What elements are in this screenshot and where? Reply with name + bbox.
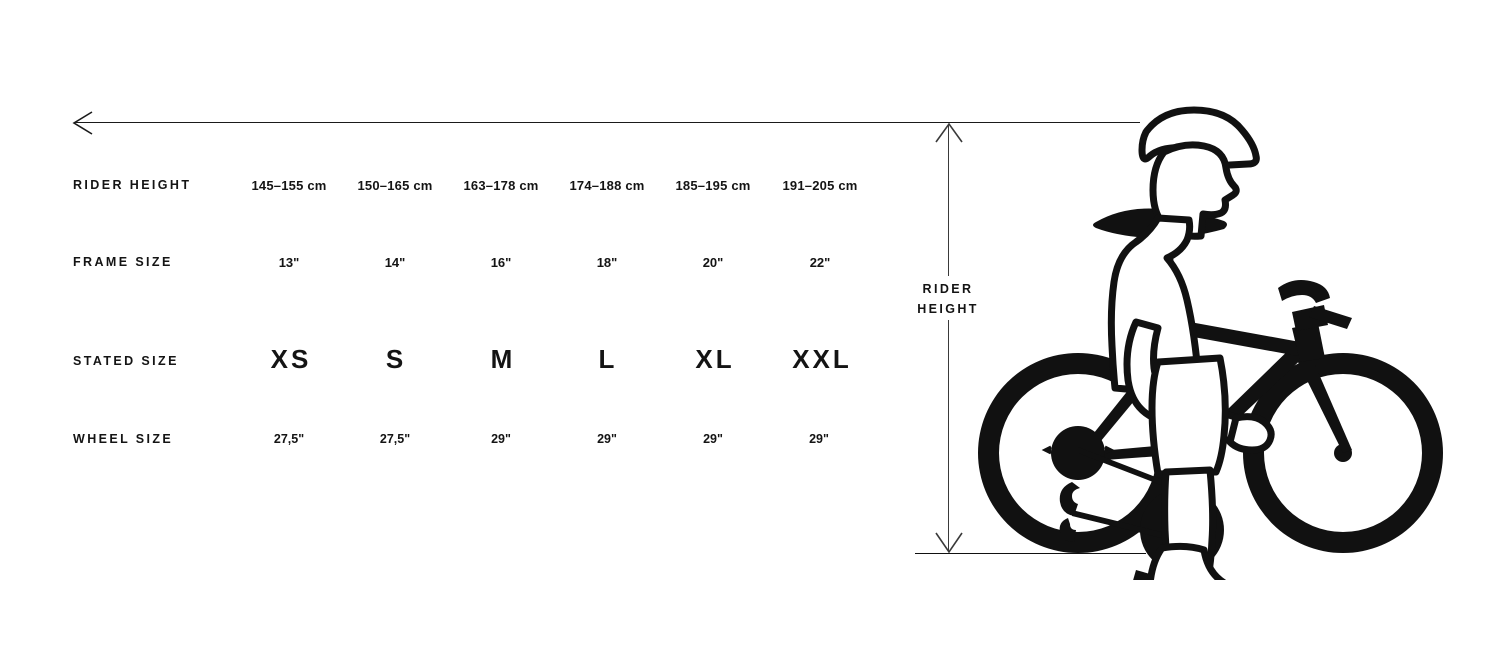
cell-stated-size-6: XXL bbox=[792, 344, 852, 374]
dimension-line-upper bbox=[948, 124, 949, 276]
cell-rider-height-4: 174–188 cm bbox=[569, 178, 645, 193]
cell-frame-size-2: 14" bbox=[384, 255, 406, 270]
cassette-teeth bbox=[1041, 445, 1115, 455]
cell-stated-size-5: XL bbox=[695, 344, 735, 374]
derailleur-pulley bbox=[1059, 518, 1076, 542]
grip bbox=[1309, 306, 1352, 329]
dimension-label-rider-height: RIDER HEIGHT bbox=[917, 279, 979, 319]
head-tube bbox=[1292, 323, 1325, 362]
cell-stated-size-2: S bbox=[385, 344, 407, 374]
top-reference-line bbox=[74, 122, 1140, 123]
hand bbox=[1226, 413, 1275, 454]
cell-wheel-size-6: 29" bbox=[809, 432, 829, 446]
up-arrowhead-icon bbox=[935, 122, 963, 143]
chain-lower bbox=[1072, 510, 1186, 544]
cell-wheel-size-4: 29" bbox=[597, 432, 617, 446]
rider-figure bbox=[1107, 106, 1275, 580]
rear-derailleur bbox=[1059, 482, 1080, 516]
dimension-label-line-1: RIDER bbox=[922, 282, 974, 296]
handlebar bbox=[1278, 280, 1330, 303]
dimension-label-line-2: HEIGHT bbox=[917, 302, 979, 316]
cell-stated-size-4: L bbox=[598, 344, 618, 374]
cell-frame-size-1: 13" bbox=[278, 255, 300, 270]
cell-frame-size-3: 16" bbox=[490, 255, 512, 270]
row-label-stated-size: STATED SIZE bbox=[73, 354, 179, 368]
cell-wheel-size-1: 27,5" bbox=[273, 432, 305, 446]
cell-stated-size-3: M bbox=[490, 344, 516, 374]
row-label-wheel-size: WHEEL SIZE bbox=[73, 432, 174, 446]
head bbox=[1149, 141, 1240, 240]
fork bbox=[1295, 351, 1352, 453]
cell-wheel-size-2: 27,5" bbox=[379, 432, 411, 446]
cell-rider-height-5: 185–195 cm bbox=[675, 178, 751, 193]
cell-rider-height-6: 191–205 cm bbox=[782, 178, 858, 193]
chain-upper bbox=[1078, 447, 1184, 494]
cell-rider-height-3: 163–178 cm bbox=[463, 178, 539, 193]
shorts bbox=[1148, 354, 1229, 478]
cell-rider-height-2: 150–165 cm bbox=[357, 178, 433, 193]
helmet bbox=[1138, 106, 1260, 170]
ground-line bbox=[915, 553, 1146, 554]
cell-wheel-size-3: 29" bbox=[491, 432, 511, 446]
cell-rider-height-1: 145–155 cm bbox=[251, 178, 327, 193]
shoe bbox=[1146, 542, 1227, 580]
left-arrowhead-icon bbox=[72, 111, 93, 135]
cell-wheel-size-5: 29" bbox=[703, 432, 723, 446]
row-label-rider-height: RIDER HEIGHT bbox=[73, 178, 192, 192]
cell-frame-size-6: 22" bbox=[809, 255, 831, 270]
row-label-frame-size: FRAME SIZE bbox=[73, 255, 173, 269]
bike-with-rider-illustration bbox=[978, 106, 1443, 580]
cell-frame-size-5: 20" bbox=[702, 255, 724, 270]
down-arrowhead-icon bbox=[935, 532, 963, 554]
cell-frame-size-4: 18" bbox=[596, 255, 618, 270]
cell-stated-size-1: XS bbox=[270, 344, 312, 374]
dimension-line-lower bbox=[948, 320, 949, 551]
top-tube bbox=[1166, 318, 1300, 356]
